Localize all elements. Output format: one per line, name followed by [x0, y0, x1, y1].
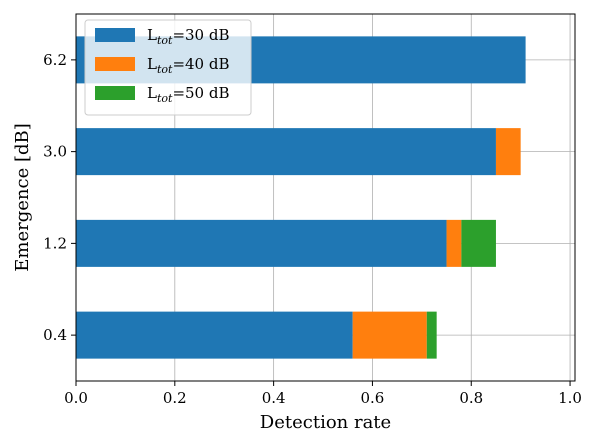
y-tick-label: 3.0	[43, 143, 67, 161]
legend-label: Ltot=50 dB	[147, 84, 230, 105]
bar-segment	[352, 311, 427, 359]
legend-label: Ltot=30 dB	[147, 26, 230, 47]
x-axis-ticks: 0.0 0.2 0.4 0.6 0.8 1.0	[64, 381, 582, 407]
x-tick-label: 0.6	[361, 389, 385, 407]
plot-frame	[75, 13, 576, 382]
bar-segment	[426, 311, 437, 359]
bar-segment	[76, 311, 353, 359]
y-tick-label: 1.2	[43, 234, 67, 252]
y-axis-ticks: 0.4 1.2 3.0 6.2	[43, 51, 76, 344]
x-tick-label: 1.0	[558, 389, 582, 407]
legend-swatch	[95, 57, 135, 71]
bar-segment	[446, 219, 462, 267]
bar-segment	[495, 128, 521, 176]
bar-segment	[76, 219, 447, 267]
legend-label: Ltot=40 dB	[147, 55, 230, 76]
legend: Ltot=30 dB Ltot=40 dB Ltot=50 dB	[84, 19, 252, 116]
y-tick-label: 0.4	[43, 326, 67, 344]
x-axis-label: Detection rate	[260, 412, 391, 433]
x-tick-label: 0.0	[64, 389, 88, 407]
y-axis-label: Emergence [dB]	[12, 123, 33, 271]
x-tick-label: 0.4	[262, 389, 286, 407]
legend-swatch	[95, 28, 135, 42]
bar-segment	[461, 219, 496, 267]
bar-segment	[76, 128, 496, 176]
x-tick-label: 0.2	[163, 389, 187, 407]
x-tick-label: 0.8	[459, 389, 483, 407]
y-tick-label: 6.2	[43, 51, 67, 69]
legend-swatch	[95, 86, 135, 100]
